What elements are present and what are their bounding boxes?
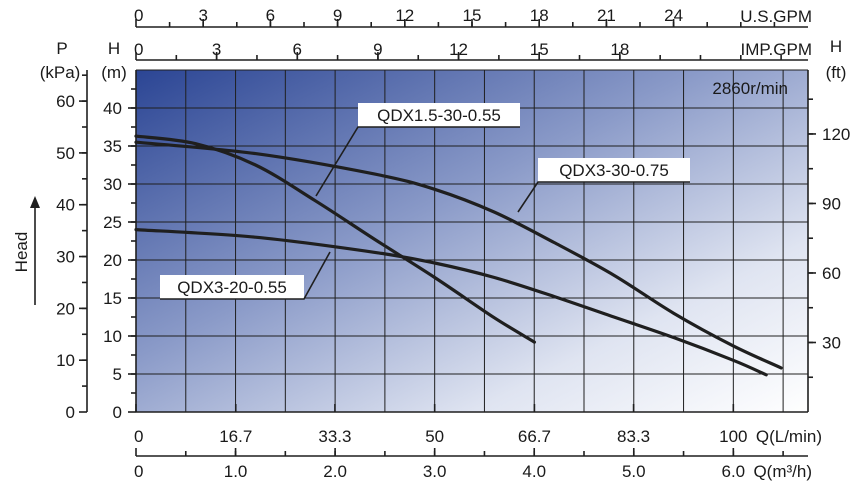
x-axis-lmin: 0 16.7 33.3 50 66.7 83.3 100 Q(L/min) (134, 404, 822, 446)
tick-label: 9 (333, 6, 342, 25)
lmin-unit-label: Q(L/min) (756, 427, 822, 446)
tick-label: 120 (822, 125, 850, 144)
head-side-label: Head (12, 196, 40, 305)
tick-label: 0 (134, 427, 143, 446)
series-label: QDX3-20-0.55 (177, 278, 287, 297)
head-ft-symbol: H (830, 37, 842, 56)
callout-leader-line (160, 251, 331, 300)
tick-label: 21 (597, 6, 616, 25)
tick-label: 15 (463, 6, 482, 25)
series-callout-2: QDX3-30-0.75 (517, 158, 690, 213)
tick-label: 33.3 (318, 427, 351, 446)
tick-label: 60 (56, 92, 75, 111)
tick-label: 5.0 (622, 462, 646, 481)
tick-label: 35 (103, 137, 122, 156)
tick-label: 20 (56, 299, 75, 318)
series-label: QDX3-30-0.75 (559, 161, 669, 180)
x-axis-impgpm: 0 3 6 9 12 15 18 IMP.GPM (134, 40, 812, 61)
callout-box (538, 158, 690, 182)
tick-label: 40 (103, 99, 122, 118)
series-callout-3: QDX3-20-0.55 (160, 251, 331, 300)
usgpm-unit-label: U.S.GPM (740, 7, 812, 26)
tick-label: 100 (719, 427, 747, 446)
tick-label: 66.7 (518, 427, 551, 446)
series-curve-3 (134, 228, 768, 377)
m3h-unit-label: Q(m³/h) (753, 462, 812, 481)
callout-leader-line (517, 181, 690, 213)
impgpm-unit-label: IMP.GPM (741, 40, 812, 59)
tick-label: 30 (822, 333, 841, 352)
tick-label: 6 (266, 6, 275, 25)
tick-label: 9 (373, 40, 382, 59)
pressure-symbol: P (56, 39, 67, 58)
tick-label: 1.0 (224, 462, 248, 481)
tick-label: 50 (425, 427, 444, 446)
tick-label: 18 (610, 40, 629, 59)
x-axis-m3h: 0 1.0 2.0 3.0 4.0 5.0 6.0 Q(m³/h) (134, 448, 812, 481)
tick-label: 12 (449, 40, 468, 59)
tick-label: 15 (530, 40, 549, 59)
series-callout-1: QDX1.5-30-0.55 (315, 103, 520, 197)
tick-label: 0 (66, 403, 75, 422)
series-label: QDX1.5-30-0.55 (377, 106, 501, 125)
head-ft-unit: (ft) (826, 63, 847, 82)
y-axis-head-ft: 30 60 90 120 H (ft) (807, 37, 850, 412)
tick-label: 25 (103, 213, 122, 232)
head-label: Head (12, 232, 31, 273)
tick-label: 3 (212, 40, 221, 59)
tick-label: 0 (134, 40, 143, 59)
series-curve-2 (134, 140, 783, 370)
tick-label: 83.3 (617, 427, 650, 446)
tick-label: 10 (56, 351, 75, 370)
callout-leader-line (315, 126, 520, 197)
tick-label: 6 (293, 40, 302, 59)
grid (136, 69, 808, 412)
tick-label: 15 (103, 289, 122, 308)
head-m-symbol: H (108, 39, 120, 58)
x-axis-usgpm: 0 3 6 9 12 15 18 21 24 U.S.GPM (134, 6, 812, 28)
tick-label: 10 (103, 327, 122, 346)
tick-label: 5 (113, 365, 122, 384)
tick-label: 12 (395, 6, 414, 25)
tick-label: 6.0 (722, 462, 746, 481)
tick-label: 0 (134, 6, 143, 25)
series-curve-1 (134, 134, 536, 344)
tick-label: 18 (530, 6, 549, 25)
tick-label: 30 (103, 175, 122, 194)
y-axis-head-m: 0 5 10 15 20 25 30 35 40 H (m) (101, 39, 137, 422)
curves (134, 134, 783, 377)
tick-label: 90 (822, 194, 841, 213)
tick-label: 60 (822, 264, 841, 283)
callouts: QDX1.5-30-0.55 QDX3-30-0.75 QDX3-20-0.55 (160, 103, 690, 300)
callout-box (160, 275, 304, 299)
tick-label: 16.7 (219, 427, 252, 446)
y-axis-pressure-kpa: 0 10 20 30 40 50 60 P (kPa) (40, 39, 88, 422)
tick-label: 2.0 (323, 462, 347, 481)
head-m-unit: (m) (101, 63, 126, 82)
speed-label: 2860r/min (712, 79, 788, 98)
tick-label: 3.0 (423, 462, 447, 481)
tick-label: 24 (664, 6, 683, 25)
tick-label: 30 (56, 248, 75, 267)
tick-label: 20 (103, 251, 122, 270)
pressure-unit: (kPa) (40, 63, 81, 82)
tick-label: 50 (56, 144, 75, 163)
tick-label: 40 (56, 196, 75, 215)
tick-label: 3 (198, 6, 207, 25)
tick-label: 0 (134, 462, 143, 481)
tick-label: 0 (113, 403, 122, 422)
arrow-up-icon (30, 196, 40, 208)
tick-label: 4.0 (522, 462, 546, 481)
callout-box (358, 103, 520, 127)
